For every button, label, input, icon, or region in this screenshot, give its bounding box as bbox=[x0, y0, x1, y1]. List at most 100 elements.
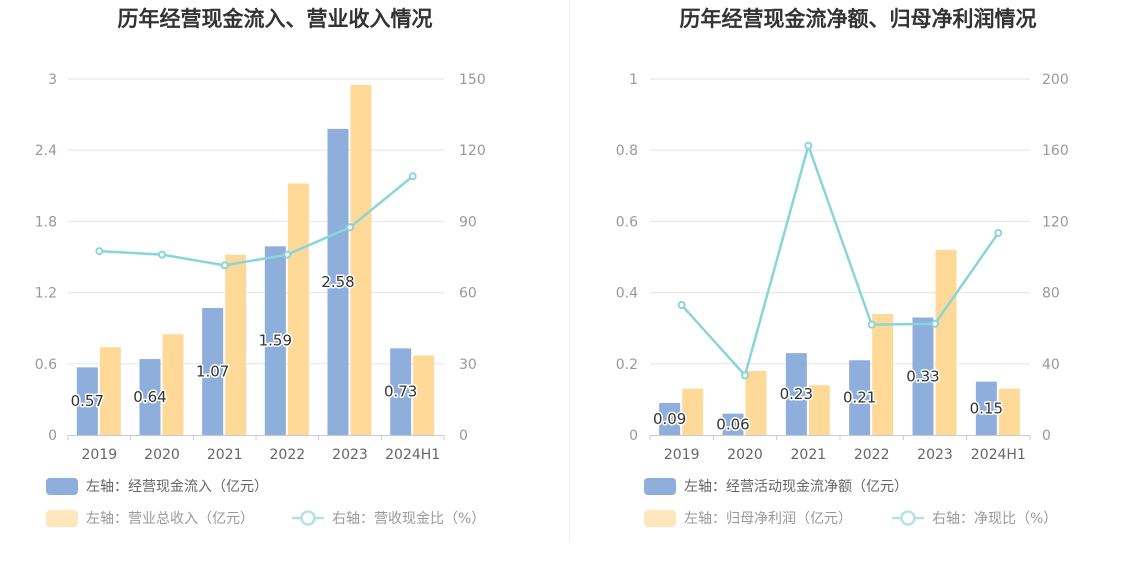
line-point bbox=[741, 371, 749, 380]
x-axis-tick-label: 2019 bbox=[82, 447, 118, 463]
bar-series-2 bbox=[413, 355, 435, 435]
bar-series-1 bbox=[139, 359, 161, 435]
chart-2: 历年经营现金流净额、归母净利润情况 0 0.2 0.4 0.6 0.8 1 0 40 80 120 1… bbox=[616, 7, 1069, 527]
x-axis-tick-label: 2020 bbox=[727, 447, 763, 463]
right-axis-tick: 40 bbox=[1042, 357, 1060, 373]
line-point bbox=[346, 223, 354, 232]
right-axis-tick: 120 bbox=[459, 143, 486, 159]
line-point bbox=[158, 250, 166, 259]
bar-data-label: 0.64 bbox=[133, 388, 166, 406]
bar-series-2 bbox=[99, 347, 121, 435]
line-series bbox=[680, 141, 1000, 378]
bar-series-1 bbox=[975, 381, 997, 435]
right-axis-tick: 120 bbox=[1042, 214, 1069, 230]
bar-data-label: 0.15 bbox=[970, 399, 1003, 417]
bar-series-1 bbox=[722, 413, 744, 435]
bar-series-2 bbox=[935, 249, 957, 435]
line-point bbox=[408, 172, 417, 181]
right-axis-tick: 0 bbox=[459, 428, 468, 444]
x-axis-tick-label: 2024H1 bbox=[385, 447, 440, 463]
left-axis-tick: 0 bbox=[48, 428, 57, 444]
legend-label[interactable]: 左轴：经营活动现金流净额（亿元） bbox=[684, 479, 908, 495]
right-axis-tick: 0 bbox=[1042, 428, 1051, 444]
bar-series-2 bbox=[287, 183, 309, 435]
right-axis-tick: 60 bbox=[459, 286, 477, 302]
x-axis-tick-label: 2020 bbox=[144, 447, 180, 463]
legend-swatch[interactable] bbox=[644, 510, 676, 527]
bar-data-label: 0.21 bbox=[843, 389, 876, 407]
bar-series-1 bbox=[390, 348, 412, 435]
bar-series-1 bbox=[849, 360, 871, 435]
bar-data-label: 0.06 bbox=[716, 415, 749, 433]
bar-series-2 bbox=[745, 370, 767, 435]
x-axis-tick-label: 2023 bbox=[332, 447, 368, 463]
legend-label[interactable]: 右轴：营收现金比（%） bbox=[332, 511, 485, 527]
left-axis-tick: 0.4 bbox=[616, 286, 638, 302]
right-axis-tick: 200 bbox=[1042, 72, 1069, 88]
left-axis-tick: 1.8 bbox=[35, 214, 57, 230]
chart-1: 历年经营现金流入、营业收入情况00.61.21.82.4303060901201… bbox=[35, 7, 486, 527]
chart-title: 历年经营现金流入、营业收入情况 bbox=[118, 7, 433, 31]
bar-data-label: 1.59 bbox=[259, 332, 292, 350]
bar-series-1 bbox=[264, 246, 286, 435]
right-axis-tick: 30 bbox=[459, 357, 477, 373]
bar-series-1 bbox=[327, 128, 349, 435]
line-point bbox=[867, 320, 876, 329]
bar-series-2 bbox=[872, 313, 894, 435]
bar-data-label: 0.23 bbox=[780, 385, 813, 403]
legend-line-marker[interactable] bbox=[900, 510, 916, 526]
legend-label[interactable]: 右轴：净现比（%） bbox=[932, 511, 1057, 527]
left-axis-tick: 0.6 bbox=[35, 357, 57, 373]
x-axis-tick-label: 2022 bbox=[270, 447, 306, 463]
line-point bbox=[677, 301, 686, 310]
line-point bbox=[220, 261, 229, 270]
right-axis-tick: 90 bbox=[459, 214, 477, 230]
legend-label[interactable]: 左轴：经营现金流入（亿元） bbox=[86, 479, 268, 495]
line-point bbox=[994, 228, 1003, 237]
bar-series-1 bbox=[659, 402, 681, 435]
right-axis-tick: 160 bbox=[1042, 143, 1069, 159]
line-point bbox=[95, 247, 104, 256]
legend-swatch[interactable] bbox=[46, 478, 78, 495]
bar-data-label: 0.09 bbox=[653, 410, 686, 428]
x-axis-tick-label: 2024H1 bbox=[971, 447, 1026, 463]
legend-label[interactable]: 左轴：营业总收入（亿元） bbox=[86, 511, 254, 527]
x-axis-tick-label: 2022 bbox=[854, 447, 890, 463]
bar-series-2 bbox=[682, 388, 704, 435]
legend-swatch[interactable] bbox=[46, 510, 78, 527]
line-point bbox=[283, 250, 292, 259]
left-axis-tick: 1.2 bbox=[35, 286, 57, 302]
line-series bbox=[99, 175, 414, 267]
legend-swatch[interactable] bbox=[644, 478, 676, 495]
x-axis-tick-label: 2023 bbox=[917, 447, 953, 463]
x-axis-tick-label: 2021 bbox=[791, 447, 827, 463]
left-axis-tick: 0.8 bbox=[616, 143, 638, 159]
bar-series-1 bbox=[202, 308, 224, 435]
bar-series-2 bbox=[162, 334, 184, 435]
left-axis-tick: 0.6 bbox=[616, 214, 638, 230]
left-axis-tick: 0.2 bbox=[616, 357, 638, 373]
bar-data-label: 0.33 bbox=[906, 367, 939, 385]
bar-series-2 bbox=[998, 388, 1020, 435]
line-point bbox=[931, 319, 939, 328]
x-axis-tick-label: 2021 bbox=[207, 447, 243, 463]
bar-series-2 bbox=[808, 385, 830, 435]
legend-label[interactable]: 左轴：归母净利润（亿元） bbox=[684, 510, 852, 527]
bar-data-label: 2.58 bbox=[321, 273, 354, 291]
right-axis-tick: 80 bbox=[1042, 286, 1060, 302]
bar-data-label: 1.07 bbox=[196, 363, 229, 381]
bar-series-1 bbox=[785, 353, 807, 435]
left-axis-tick: 3 bbox=[48, 72, 57, 88]
line-point bbox=[804, 141, 813, 150]
legend-line-marker[interactable] bbox=[300, 510, 316, 526]
right-axis-tick: 150 bbox=[459, 72, 486, 88]
bar-series-2 bbox=[225, 254, 247, 435]
bar-data-label: 0.57 bbox=[71, 392, 104, 410]
left-axis-tick: 2.4 bbox=[35, 143, 57, 159]
x-axis-tick-label: 2019 bbox=[664, 447, 700, 463]
bar-data-label: 0.73 bbox=[384, 383, 417, 401]
bar-series-1 bbox=[76, 367, 98, 435]
chart-title: 历年经营现金流净额、归母净利润情况 bbox=[680, 7, 1037, 31]
bar-series-1 bbox=[912, 317, 934, 435]
